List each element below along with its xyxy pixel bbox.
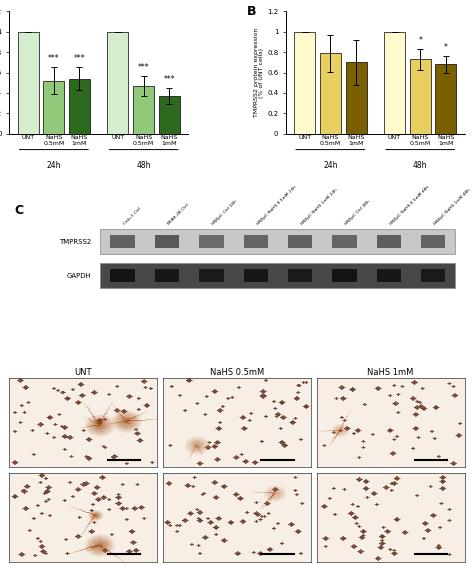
Bar [384, 32, 405, 134]
Bar [199, 236, 224, 248]
Bar [288, 236, 312, 248]
Y-axis label: TMPRSS2 protein expression
(% of UNT cells): TMPRSS2 protein expression (% of UNT cel… [254, 28, 264, 117]
Text: HNEpC NaHS 0.5mM 24h: HNEpC NaHS 0.5mM 24h [256, 185, 297, 226]
Bar [377, 269, 401, 282]
Bar [155, 236, 179, 248]
Bar [244, 236, 268, 248]
Text: HNEpC Ctrl 24h: HNEpC Ctrl 24h [211, 199, 238, 226]
Text: 48h: 48h [137, 160, 151, 170]
Bar [199, 269, 224, 282]
Text: GAPDH: GAPDH [67, 273, 91, 278]
Bar [421, 236, 446, 248]
Bar [110, 236, 135, 248]
Text: 24h: 24h [323, 160, 337, 170]
Bar [410, 60, 431, 134]
Title: UNT: UNT [74, 368, 92, 378]
Bar [18, 32, 39, 134]
Bar [435, 64, 456, 134]
Bar [43, 81, 64, 134]
Title: NaHS 1mM: NaHS 1mM [367, 368, 414, 378]
Title: NaHS 0.5mM: NaHS 0.5mM [210, 368, 264, 378]
Text: ***: *** [164, 75, 175, 84]
Bar [244, 269, 268, 282]
Text: BEAS-2B Ctrl: BEAS-2B Ctrl [167, 203, 190, 226]
Bar [100, 264, 456, 288]
Text: ***: *** [138, 62, 149, 72]
Bar [133, 86, 154, 134]
Bar [421, 269, 446, 282]
Text: ***: *** [48, 54, 60, 64]
Bar [346, 62, 366, 134]
Text: B: B [247, 5, 256, 18]
Text: HNEpC Ctrl 48h: HNEpC Ctrl 48h [345, 199, 371, 226]
Text: 48h: 48h [413, 160, 428, 170]
Text: 24h: 24h [46, 160, 61, 170]
Bar [69, 79, 90, 134]
Bar [155, 269, 179, 282]
Bar [377, 236, 401, 248]
Text: ***: *** [73, 54, 85, 64]
Bar [294, 32, 315, 134]
Bar [100, 229, 456, 254]
Bar [332, 269, 357, 282]
Bar [288, 269, 312, 282]
Bar [108, 32, 128, 134]
Text: *: * [444, 43, 448, 52]
Bar [110, 269, 135, 282]
Bar [332, 236, 357, 248]
Bar [159, 96, 180, 134]
Text: HNEpC NaHS 1mM 24h: HNEpC NaHS 1mM 24h [300, 188, 338, 226]
Text: HNEpC NaHS 0.5mM 48h: HNEpC NaHS 0.5mM 48h [389, 185, 430, 226]
Text: HNEpC NaHS 1mM 48h: HNEpC NaHS 1mM 48h [433, 188, 471, 226]
Bar [320, 53, 341, 134]
Text: TMPRSS2: TMPRSS2 [59, 238, 91, 245]
Text: C: C [14, 203, 23, 217]
Text: *: * [418, 36, 422, 45]
Text: Calu-1 Ctrl: Calu-1 Ctrl [123, 207, 142, 226]
